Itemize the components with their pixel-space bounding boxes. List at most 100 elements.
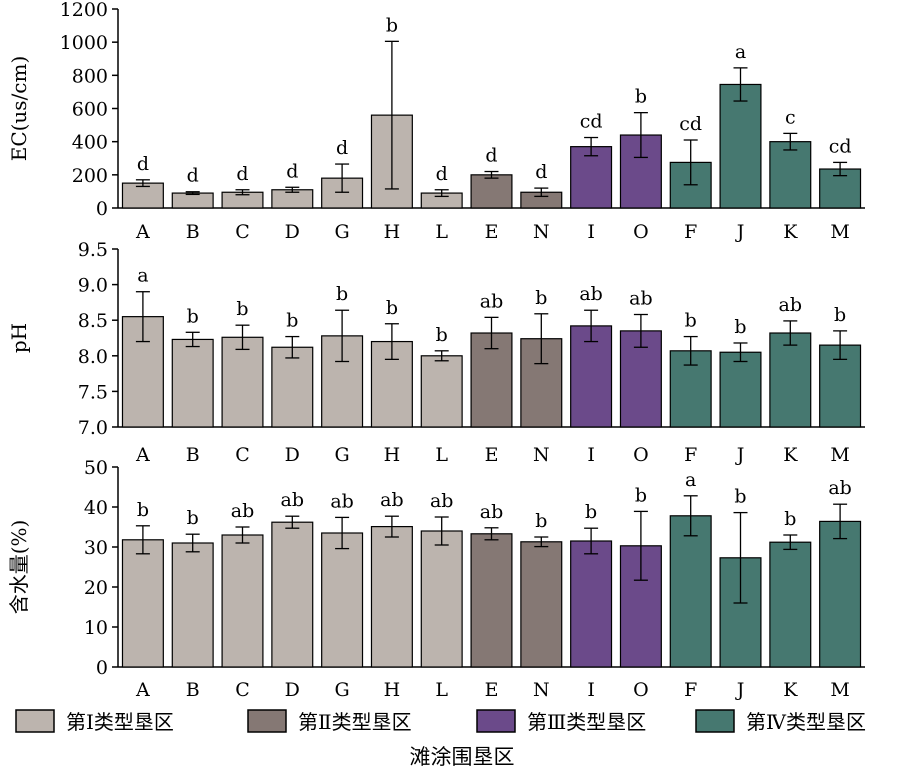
bar-J (719, 351, 762, 428)
bar-N (520, 541, 563, 668)
bar-K (769, 541, 812, 668)
category-label-N: N (533, 221, 550, 243)
significance-letter-M: ab (828, 477, 852, 499)
category-label-C: C (235, 221, 250, 243)
y-tick-label: 8.0 (78, 346, 108, 368)
y-tick-label: 400 (72, 132, 108, 154)
y-tick-label: 30 (84, 537, 108, 559)
category-label-F: F (684, 679, 697, 701)
significance-letter-M: cd (829, 135, 852, 157)
bar-A (121, 316, 164, 428)
bar-F (669, 515, 712, 668)
category-label-L: L (435, 679, 448, 701)
category-label-O: O (633, 444, 649, 466)
significance-letter-G: d (336, 137, 348, 159)
significance-letter-A: b (137, 499, 149, 521)
significance-letter-N: b (535, 287, 547, 309)
category-label-G: G (335, 679, 350, 701)
category-label-F: F (684, 444, 697, 466)
moisture-panel: 01020304050含水量(%)bAbBabCabDabGabHabLabEb… (7, 457, 865, 701)
significance-letter-F: cd (679, 113, 702, 135)
category-label-C: C (235, 679, 250, 701)
significance-letter-C: b (236, 298, 248, 320)
y-tick-label: 7.0 (78, 417, 108, 439)
bar-C (221, 336, 264, 428)
category-label-I: I (587, 221, 595, 243)
category-label-J: J (735, 444, 745, 466)
y-tick-label: 9.5 (78, 239, 108, 261)
bar-D (271, 521, 314, 668)
bar-M (819, 520, 862, 668)
significance-letter-C: ab (231, 500, 255, 522)
category-label-E: E (485, 679, 499, 701)
bar-K (769, 141, 812, 209)
significance-letter-I: ab (579, 283, 603, 305)
category-label-N: N (533, 679, 550, 701)
bar-B (171, 338, 214, 428)
y-tick-label: 40 (84, 497, 108, 519)
significance-letter-D: d (286, 160, 298, 182)
significance-letter-E: ab (480, 290, 504, 312)
bar-H (370, 525, 413, 668)
category-label-K: K (783, 221, 798, 243)
category-label-J: J (735, 221, 745, 243)
significance-letter-G: ab (330, 490, 354, 512)
significance-letter-B: d (187, 165, 199, 187)
significance-letter-K: c (785, 106, 796, 128)
significance-letter-O: b (635, 86, 647, 108)
y-tick-label: 7.5 (78, 381, 108, 403)
y-tick-label: 1000 (60, 32, 108, 54)
significance-letter-L: d (436, 163, 448, 185)
bar-D (271, 346, 314, 428)
y-axis-label: pH (7, 323, 31, 353)
ph-panel: 7.0 7.5 8.0 8.5 9.0 9.5 pH a Ab Bb Cb Db Gb Hb Lab Eb Na… (7, 239, 865, 466)
significance-letter-I: b (585, 501, 597, 523)
y-tick-label: 8.5 (78, 310, 108, 332)
legend-swatch-type-3 (476, 709, 516, 733)
category-label-J: J (735, 679, 745, 701)
legend-label-type-1: 第Ⅰ类型垦区 (66, 710, 174, 734)
bar-B (171, 542, 214, 668)
y-tick-label: 50 (84, 457, 108, 479)
y-tick-label: 9.0 (78, 275, 108, 297)
significance-letter-N: b (535, 510, 547, 532)
legend: 第Ⅰ类型垦区 第Ⅱ类型垦区 第Ⅲ类型垦区 第Ⅳ类型垦区 (15, 709, 866, 734)
category-label-K: K (783, 679, 798, 701)
category-label-C: C (235, 444, 250, 466)
legend-label-type-2: 第Ⅱ类型垦区 (298, 710, 412, 734)
category-label-H: H (384, 221, 401, 243)
significance-letter-F: a (685, 469, 696, 491)
category-label-F: F (684, 221, 697, 243)
category-label-B: B (186, 221, 200, 243)
significance-letter-I: cd (580, 111, 603, 133)
y-tick-label: 200 (72, 165, 108, 187)
significance-letter-B: b (187, 305, 199, 327)
category-label-G: G (335, 221, 350, 243)
y-tick-label: 0 (96, 198, 108, 220)
ec-panel: 0 200 400 600 800 1000 1200 EC(us/cm) d Ad Bd Cd Dd G… (7, 0, 865, 243)
significance-letter-D: b (286, 310, 298, 332)
bar-C (221, 534, 264, 668)
category-label-M: M (830, 221, 849, 243)
significance-letter-J: b (734, 316, 746, 338)
category-label-D: D (285, 221, 300, 243)
category-label-K: K (783, 444, 798, 466)
significance-letter-H: b (386, 14, 398, 36)
category-label-L: L (435, 444, 448, 466)
y-tick-label: 800 (72, 65, 108, 87)
category-label-M: M (830, 679, 849, 701)
category-label-H: H (384, 679, 401, 701)
significance-letter-D: ab (281, 489, 305, 511)
category-label-B: B (186, 679, 200, 701)
significance-letter-A: a (137, 265, 148, 287)
category-label-A: A (135, 221, 150, 243)
significance-letter-H: ab (380, 489, 404, 511)
y-tick-label: 10 (84, 617, 108, 639)
bar-I (570, 540, 613, 668)
category-label-L: L (435, 221, 448, 243)
y-tick-label: 0 (96, 657, 108, 679)
y-tick-label: 20 (84, 577, 108, 599)
bar-I (570, 325, 613, 428)
significance-letter-H: b (386, 297, 398, 319)
